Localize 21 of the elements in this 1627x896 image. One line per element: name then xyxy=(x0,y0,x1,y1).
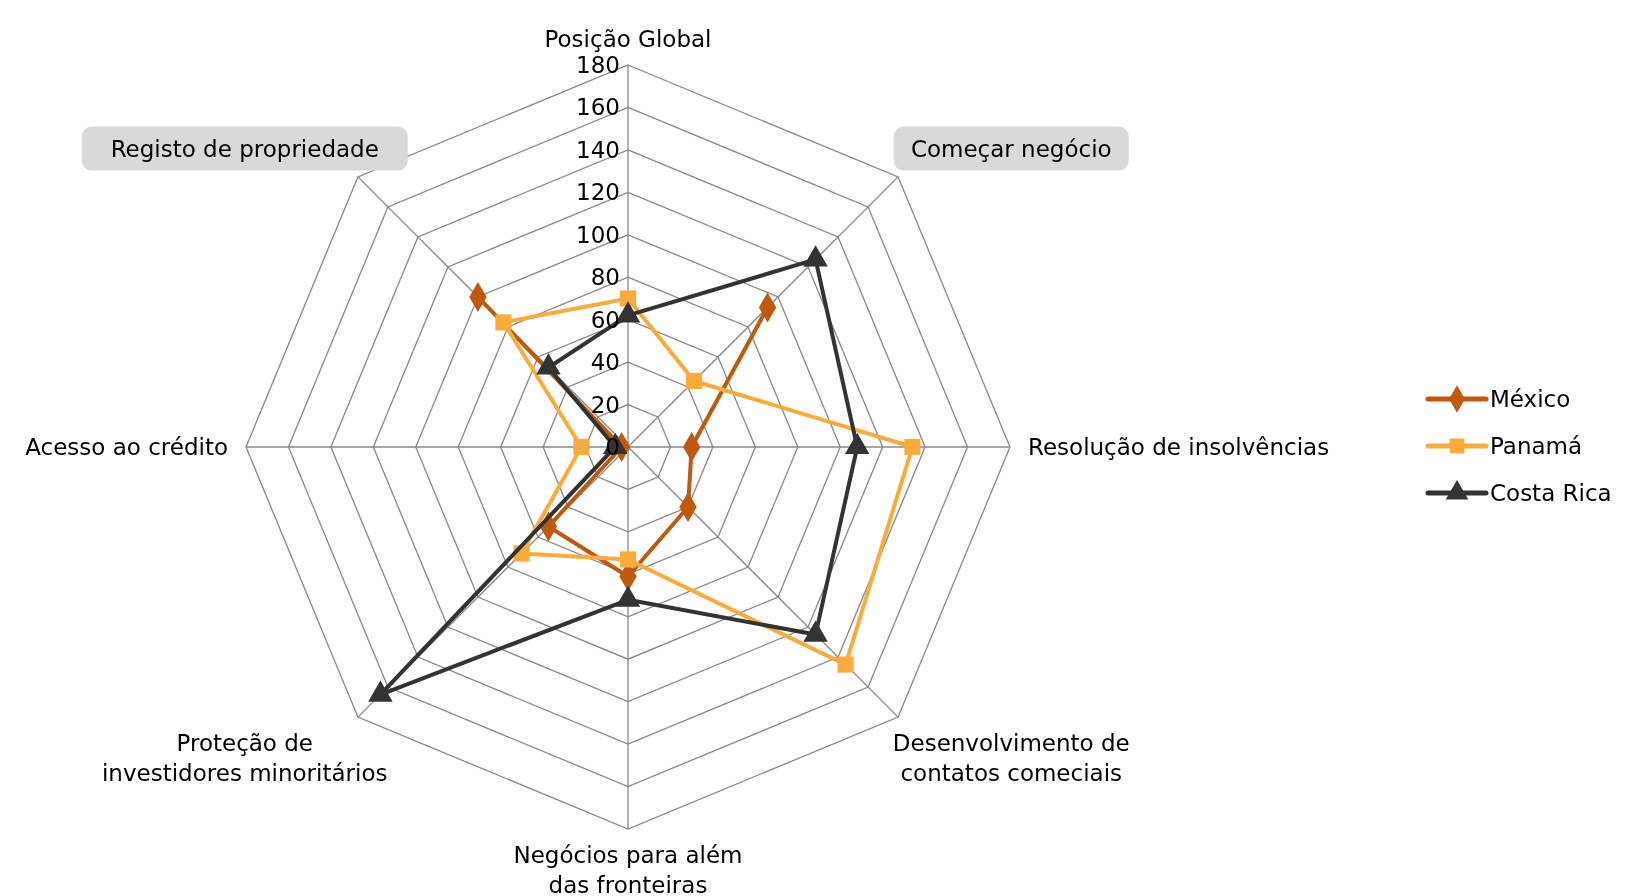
y-tick-label: 80 xyxy=(590,264,620,291)
y-tick-label: 40 xyxy=(590,349,620,376)
spoke-label: Começar negócio xyxy=(910,135,1112,162)
y-tick-label: 60 xyxy=(590,306,620,333)
y-tick-label: 20 xyxy=(590,391,620,418)
spoke-label: Negócios para além das fronteiras xyxy=(513,842,743,896)
legend-label: Panamá xyxy=(1490,433,1583,460)
y-tick-label: 160 xyxy=(576,94,620,121)
y-tick-label: 100 xyxy=(576,221,620,248)
spoke-label: Desenvolvimento de contatos comeciais xyxy=(892,730,1130,786)
y-tick-label: 140 xyxy=(576,136,620,163)
spoke-label: Registo de propriedade xyxy=(110,135,379,162)
y-tick-label: 120 xyxy=(576,179,620,206)
spoke-label: Posição Global xyxy=(544,26,712,53)
spoke-label: Proteção de investidores minoritários xyxy=(102,730,388,786)
y-tick-label: 180 xyxy=(576,52,620,79)
y-tick-label: 0 xyxy=(605,434,620,461)
spoke-label: Acesso ao crédito xyxy=(25,434,228,461)
legend-label: Costa Rica xyxy=(1490,480,1612,507)
legend-label: México xyxy=(1490,386,1571,413)
spoke-label: Resolução de insolvências xyxy=(1028,434,1330,461)
